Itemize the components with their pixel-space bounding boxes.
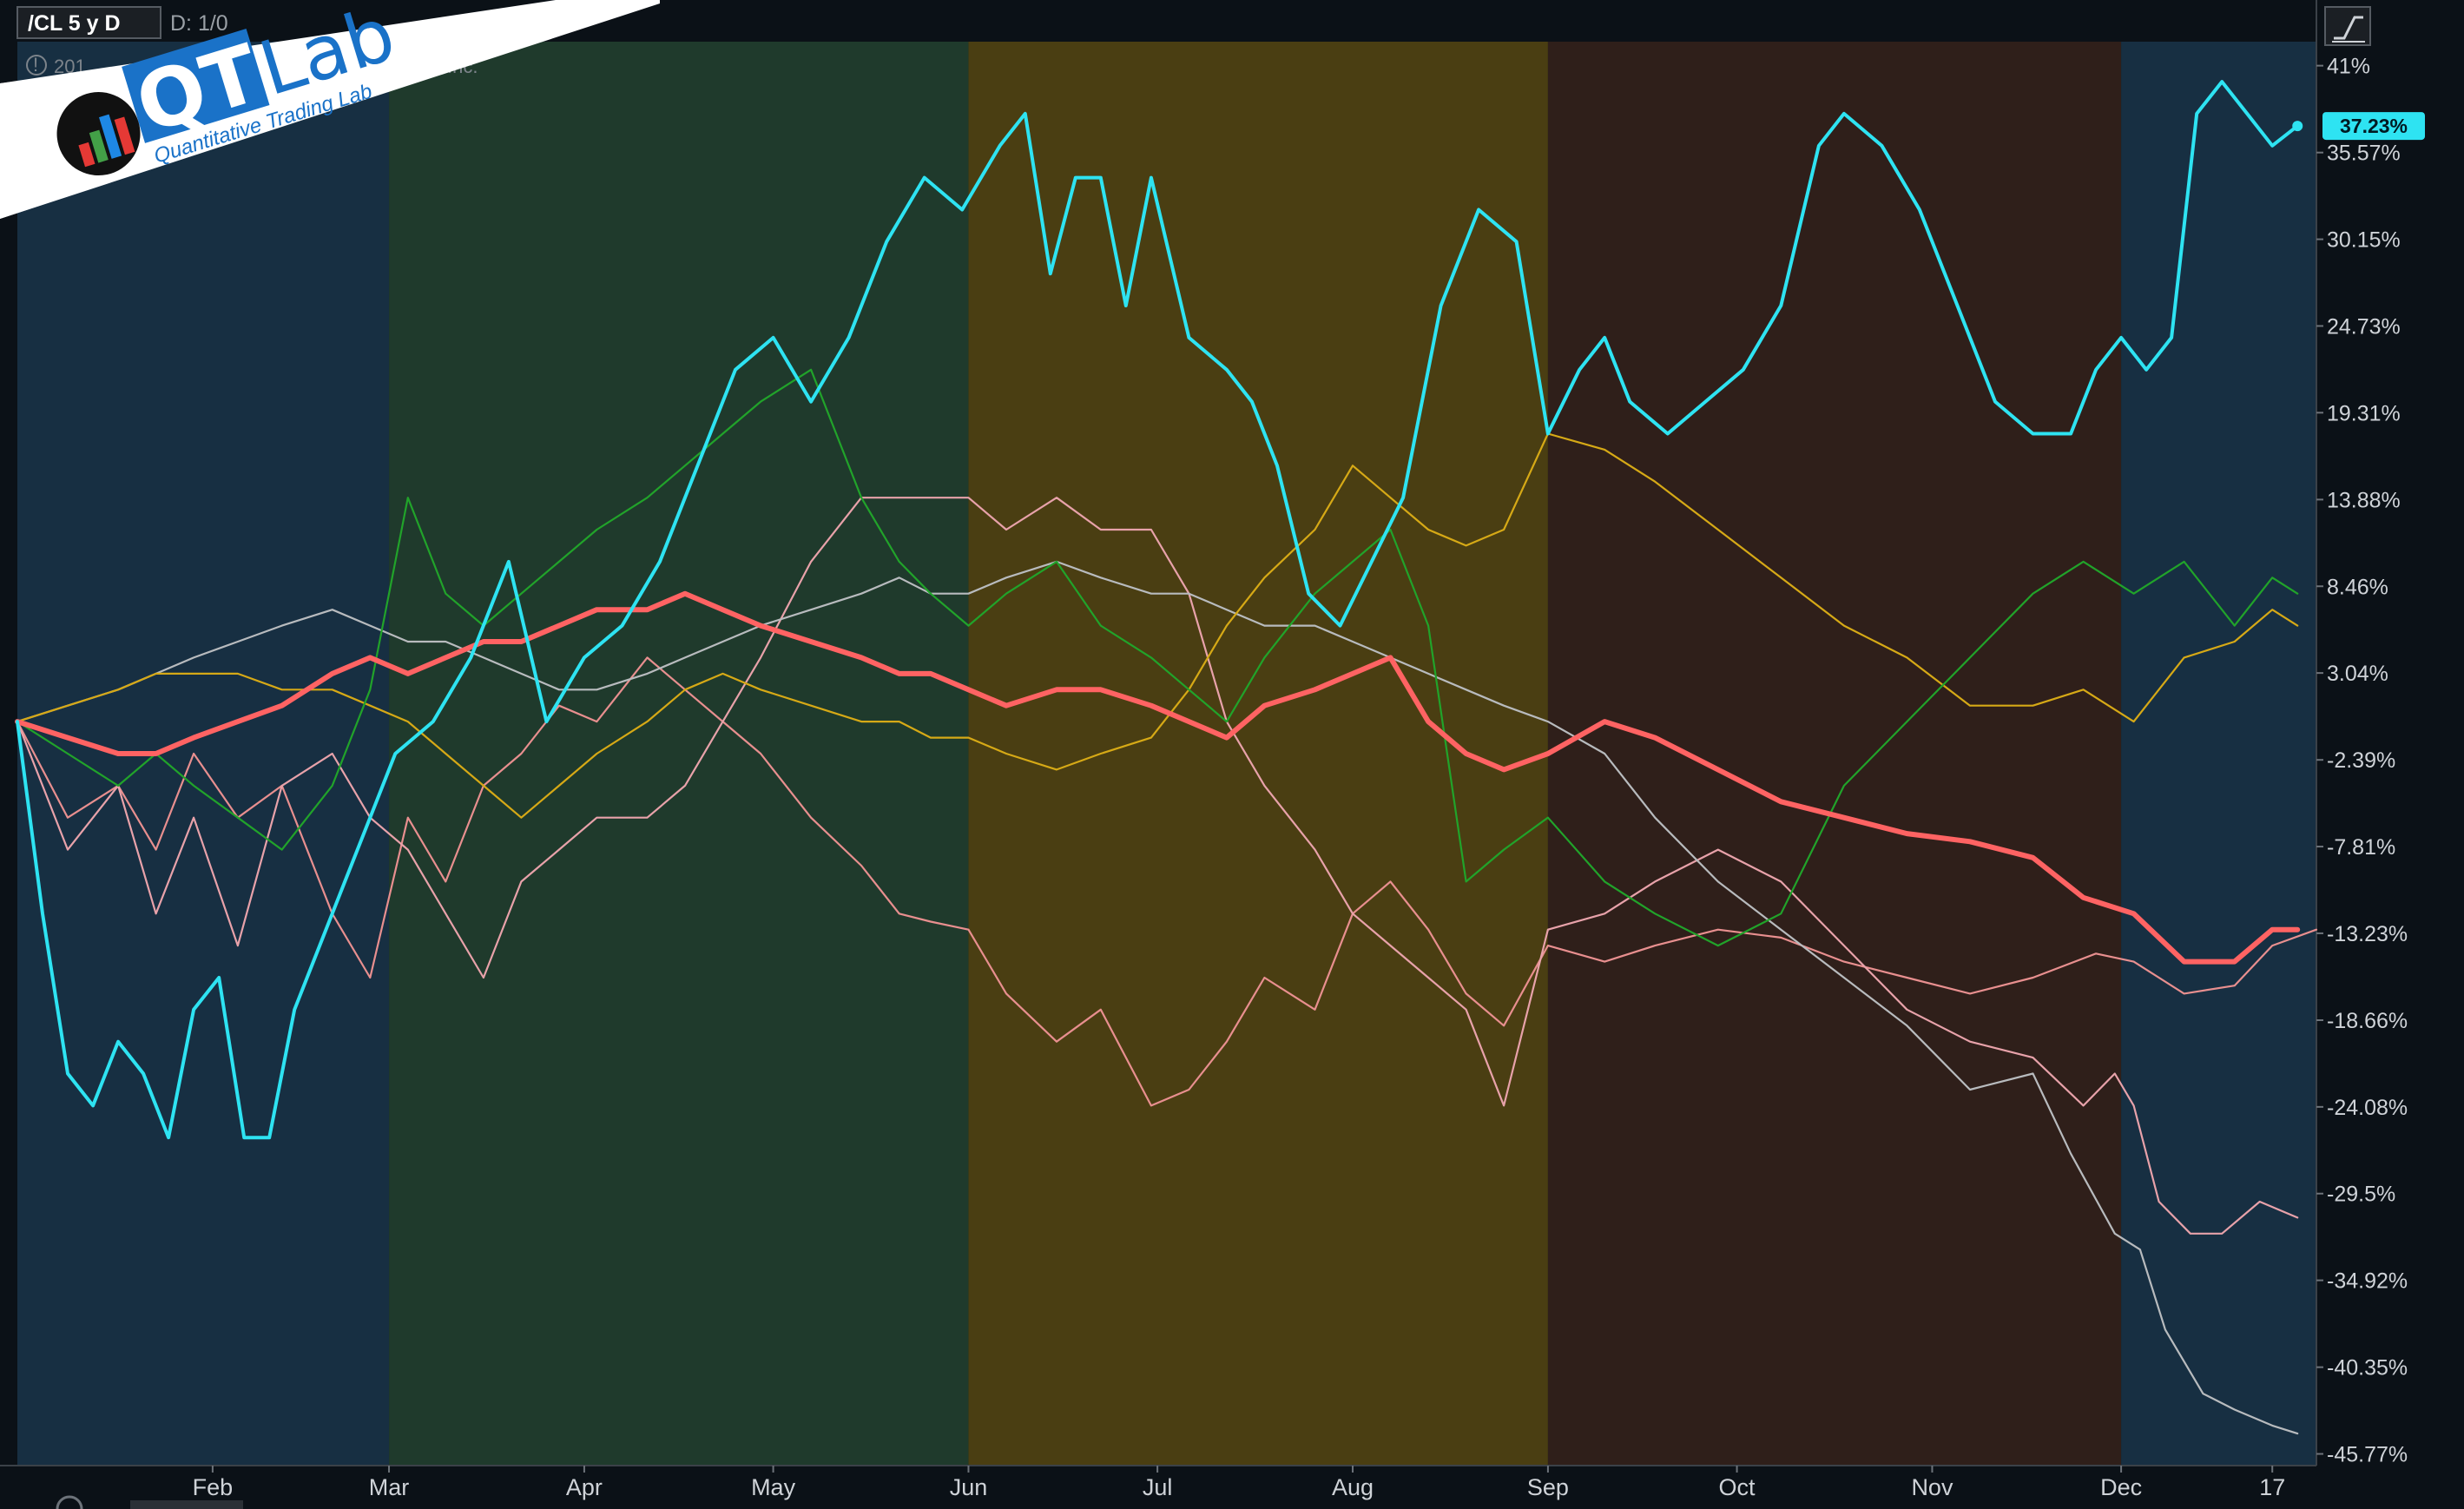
y-tick-label: -2.39% [2327, 748, 2395, 773]
y-tick-label: -45.77% [2327, 1443, 2408, 1467]
y-tick-label: -34.92% [2327, 1269, 2408, 1294]
chart-header: /CL 5 y D D: 1/0 ! 201 Inc. [16, 6, 2371, 77]
series-line-3 [16, 432, 2299, 819]
chart-style-icon [2334, 16, 2363, 40]
y-tick-label: 24.73% [2327, 314, 2401, 339]
x-axis-tick-labels: Feb Mar Apr May Jun Jul Aug Sep Oct Nov Dec 17 [193, 1466, 2285, 1500]
series-line-6 [16, 80, 2300, 1140]
series-line-5 [15, 590, 2301, 965]
x-tick-label: Apr [566, 1474, 603, 1500]
y-tick-label: 35.57% [2327, 142, 2401, 166]
series-line-0 [16, 656, 2318, 1107]
y-tick-label: 19.31% [2327, 401, 2401, 425]
series-line-4 [16, 368, 2299, 947]
x-tick-label: Jun [950, 1474, 988, 1500]
last-point-marker [2292, 121, 2303, 132]
aggregation-label[interactable]: D: 1/0 [170, 11, 228, 36]
x-tick-label: Feb [193, 1474, 234, 1500]
chart-style-button[interactable] [2324, 6, 2371, 46]
series-lines [15, 80, 2318, 1435]
y-tick-label: -13.23% [2327, 922, 2408, 946]
x-tick-label: 17 [2259, 1474, 2285, 1500]
x-tick-label: Oct [1719, 1474, 1756, 1500]
y-tick-label: -29.5% [2327, 1183, 2395, 1207]
info-icon[interactable] [26, 55, 47, 76]
x-tick-label: Sep [1527, 1474, 1569, 1500]
y-tick-label: 41% [2327, 55, 2370, 79]
y-tick-label: 13.88% [2327, 488, 2401, 512]
time-scroll-controls [56, 1495, 243, 1509]
y-axis-tick-labels: 41% 35.57% 30.15% 24.73% 19.31% 13.88% 8.46% 3.… [2316, 55, 2408, 1467]
x-tick-label: Nov [1911, 1474, 1953, 1500]
season-bands [17, 42, 2316, 1466]
series-line-2 [16, 560, 2299, 1435]
last-value-label: 37.23% [2340, 115, 2408, 137]
x-tick-label: Dec [2100, 1474, 2142, 1500]
y-tick-label: 3.04% [2327, 662, 2388, 686]
qtlab-logo: QT Lab Quantitative Trading Lab [0, 0, 660, 219]
y-tick-label: 30.15% [2327, 228, 2401, 253]
svg-text:!: ! [33, 54, 38, 76]
y-tick-label: -7.81% [2327, 835, 2395, 860]
x-tick-label: Aug [1332, 1474, 1374, 1500]
y-tick-label: -24.08% [2327, 1096, 2408, 1120]
scrollbar[interactable] [130, 1500, 243, 1509]
y-tick-label: -40.35% [2327, 1356, 2408, 1381]
x-tick-label: Jul [1143, 1474, 1173, 1500]
last-value-badge: 37.23% [2322, 112, 2425, 141]
zoom-icon[interactable] [56, 1495, 83, 1509]
x-tick-label: Mar [369, 1474, 410, 1500]
season-band-winter [17, 42, 390, 1466]
season-band-winter [2121, 42, 2316, 1466]
symbol-label[interactable]: /CL 5 y D [28, 11, 121, 36]
x-tick-label: May [751, 1474, 796, 1500]
series-line-1 [16, 497, 2299, 1235]
season-band-fall [1547, 42, 2122, 1466]
y-tick-label: 8.46% [2327, 575, 2388, 599]
y-tick-label: -18.66% [2327, 1009, 2408, 1033]
